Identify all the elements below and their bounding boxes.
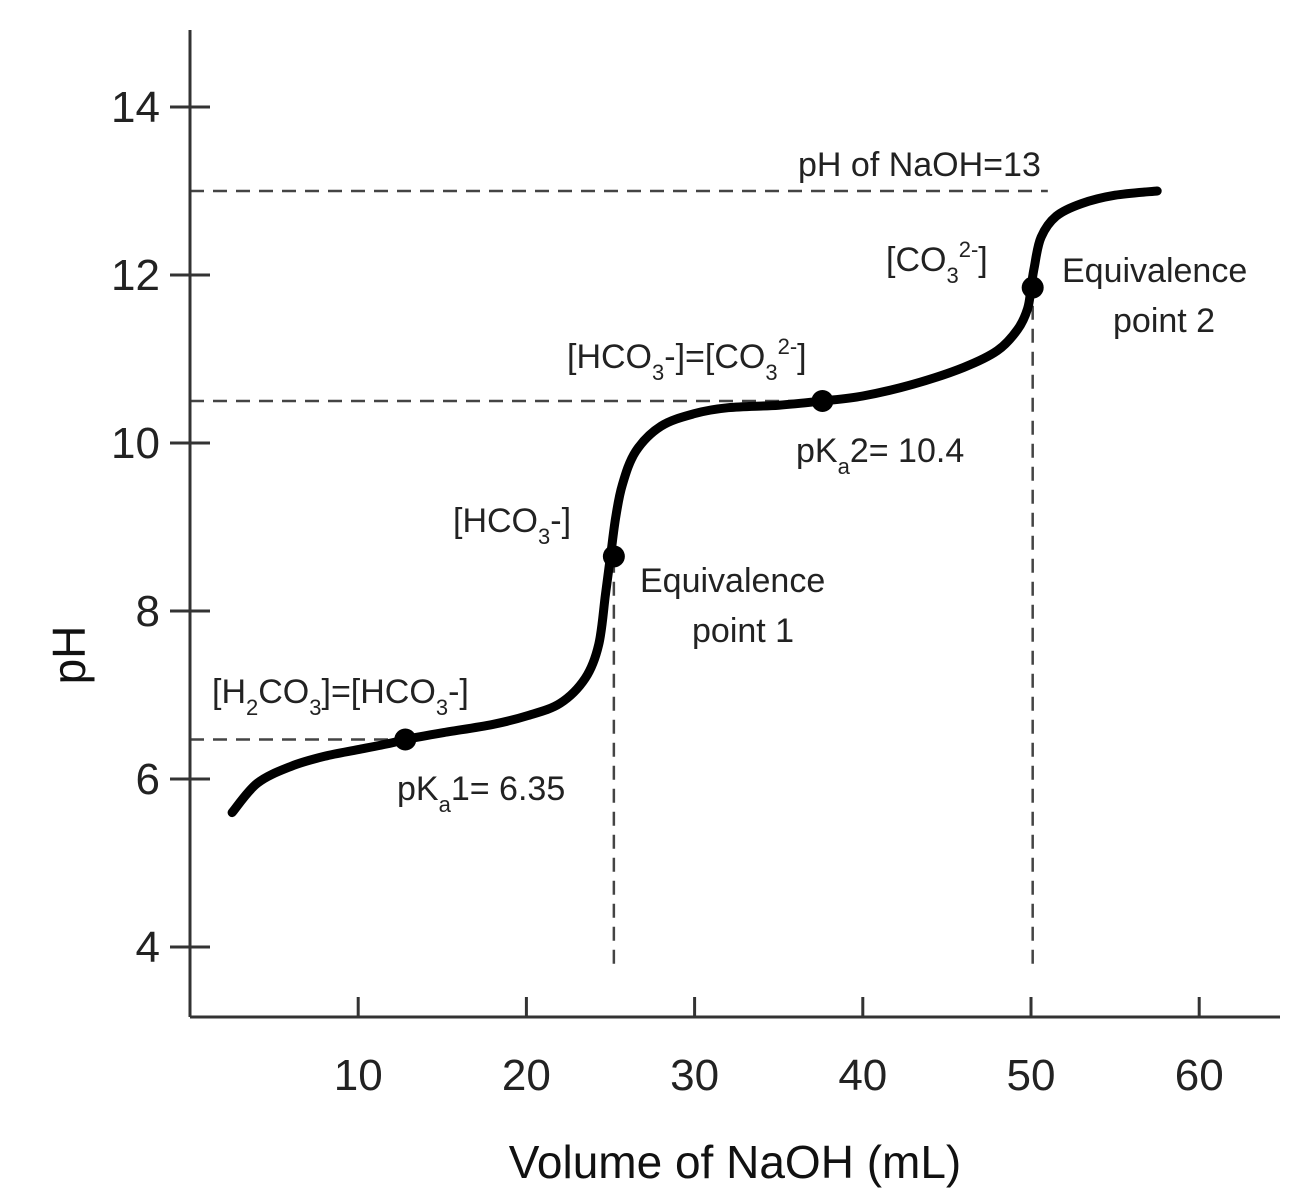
x-tick-label: 20 bbox=[502, 1051, 551, 1100]
annotation-h2co3-eq-hco3: [H2CO3]=[HCO3-] bbox=[212, 673, 469, 720]
ticks: 4 6 8 10 12 14 10 20 30 40 50 60 bbox=[111, 83, 1224, 1100]
annotation-eq1-line1: Equivalence bbox=[640, 562, 825, 600]
titration-curve bbox=[227, 186, 1162, 818]
data-point bbox=[602, 545, 625, 568]
reference-lines bbox=[190, 189, 1048, 964]
data-point bbox=[394, 728, 417, 751]
annotation-eq1-line2: point 1 bbox=[692, 612, 794, 650]
annotation-eq2-line1: Equivalence bbox=[1062, 252, 1247, 290]
x-tick-label: 10 bbox=[334, 1051, 383, 1100]
annotation-eq2-line2: point 2 bbox=[1113, 302, 1215, 340]
annotation-pka1: pKa1= 6.35 bbox=[397, 770, 565, 817]
annotation-co3: [CO32-] bbox=[886, 237, 988, 288]
y-tick-label: 14 bbox=[111, 83, 160, 132]
markers bbox=[394, 276, 1044, 751]
x-tick-label: 40 bbox=[838, 1051, 887, 1100]
x-axis-title: Volume of NaOH (mL) bbox=[509, 1136, 961, 1188]
y-tick-label: 10 bbox=[111, 419, 160, 468]
annotation-naoh-ph: pH of NaOH=13 bbox=[798, 146, 1041, 184]
x-tick-label: 60 bbox=[1175, 1051, 1224, 1100]
x-tick-label: 30 bbox=[670, 1051, 719, 1100]
x-tick-label: 50 bbox=[1007, 1051, 1056, 1100]
data-point bbox=[811, 390, 834, 412]
y-tick-label: 6 bbox=[136, 755, 160, 804]
annotation-pka2: pKa2= 10.4 bbox=[796, 432, 964, 479]
y-axis-title: pH bbox=[43, 626, 95, 685]
annotation-hco3: [HCO3-] bbox=[453, 502, 571, 549]
series bbox=[227, 186, 1162, 818]
axes bbox=[188, 30, 1280, 1019]
y-tick-label: 8 bbox=[136, 587, 160, 636]
y-tick-label: 4 bbox=[136, 923, 160, 972]
y-tick-label: 12 bbox=[111, 251, 160, 300]
data-point bbox=[1021, 276, 1044, 299]
annotation-hco3-eq-co3: [HCO3-]=[CO32-] bbox=[567, 334, 807, 385]
